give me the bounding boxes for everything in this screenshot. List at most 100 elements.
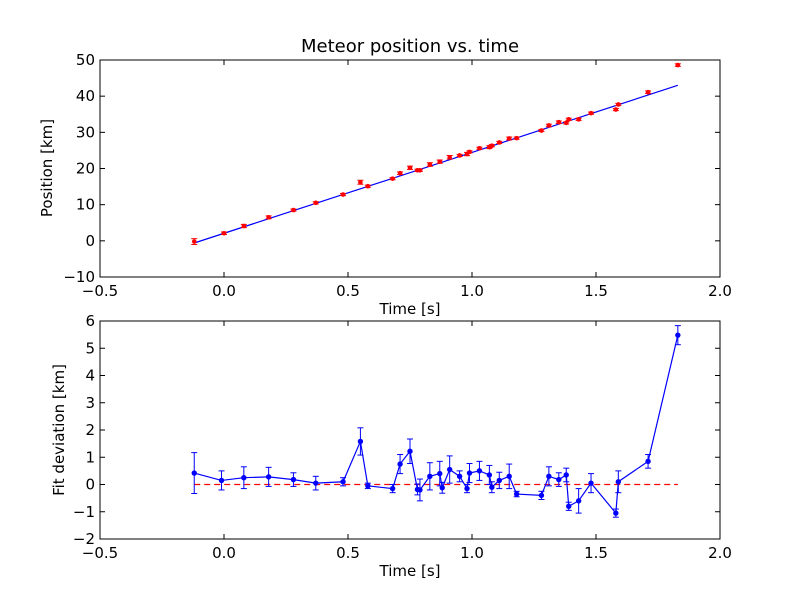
position-x-tick-label: 1.5	[584, 282, 608, 300]
position-point	[576, 117, 581, 122]
position-point	[313, 200, 319, 206]
position-y-tick-label: −10	[63, 268, 95, 286]
deviation-y-tick-label: 4	[85, 367, 95, 385]
deviation-point	[437, 470, 443, 477]
deviation-point	[265, 474, 272, 480]
position-point	[266, 215, 271, 220]
position-y-tick-label: 50	[76, 51, 95, 69]
deviation-point	[389, 485, 396, 492]
deviation-y-tick-label: 3	[85, 394, 95, 412]
deviation-point	[566, 503, 572, 509]
position-x-tick-label: 0.0	[212, 282, 236, 300]
position-point	[477, 145, 482, 151]
deviation-point	[675, 332, 681, 338]
deviation-point	[365, 483, 371, 489]
deviation-point	[407, 448, 413, 454]
fit-line	[194, 84, 679, 244]
position-point	[546, 123, 552, 128]
deviation-point	[397, 461, 403, 467]
position-point	[613, 107, 619, 112]
deviation-point	[476, 468, 483, 474]
deviation-point	[313, 480, 319, 486]
deviation-point	[613, 510, 619, 516]
position-x-tick-label: 2.0	[708, 282, 732, 300]
deviation-y-tick-label: 2	[85, 421, 95, 439]
deviation-point	[446, 466, 453, 473]
deviation-point	[489, 484, 495, 490]
position-x-axis-label: Time [s]	[379, 300, 441, 318]
position-point	[514, 135, 519, 141]
position-point	[566, 117, 572, 122]
position-y-tick-label: 20	[76, 160, 95, 178]
deviation-point	[417, 487, 423, 493]
position-point	[427, 162, 433, 167]
position-point	[496, 140, 502, 145]
deviation-x-tick-label: 1.5	[584, 544, 608, 562]
position-point	[616, 102, 621, 107]
position-x-tick-label: 0.5	[336, 282, 360, 300]
position-point	[457, 153, 462, 158]
position-y-tick-label: 30	[76, 123, 95, 141]
position-chart-marks	[191, 62, 681, 245]
deviation-y-tick-label: −1	[73, 503, 95, 521]
deviation-x-tick-label: 2.0	[708, 544, 732, 562]
position-point	[506, 136, 512, 141]
position-point	[241, 223, 247, 229]
position-point	[447, 154, 452, 160]
position-point	[417, 168, 423, 173]
position-point	[407, 165, 413, 171]
deviation-point	[466, 470, 473, 476]
deviation-point	[464, 485, 470, 492]
deviation-point	[496, 477, 502, 484]
deviation-y-tick-label: 5	[85, 339, 95, 357]
deviation-point	[506, 473, 512, 480]
position-y-axis-label: Position [km]	[38, 119, 56, 217]
position-y-tick-label: 40	[76, 87, 95, 105]
deviation-point	[456, 473, 463, 480]
deviation-x-tick-label: 1.0	[460, 544, 484, 562]
position-point	[397, 170, 403, 176]
deviation-chart-marks	[191, 325, 681, 518]
deviation-point	[513, 491, 520, 497]
deviation-point	[575, 498, 582, 504]
position-chart-ticks: −0.5 0.0 0.5 1.0 1.5 2.0 −10 0 10 20 30 40 50	[63, 51, 732, 300]
deviation-y-tick-label: 1	[85, 448, 95, 466]
position-point	[467, 149, 472, 155]
position-x-tick-label: 1.0	[460, 282, 484, 300]
deviation-point	[340, 479, 346, 485]
deviation-point	[538, 492, 545, 499]
deviation-point	[439, 485, 445, 491]
position-point	[588, 110, 594, 116]
deviation-point	[615, 479, 622, 485]
deviation-chart-ticks: −0.5 0.0 0.5 1.0 1.5 2.0 −2 −1 0 1 2 3 4 5 6	[73, 312, 732, 562]
deviation-y-tick-label: −2	[73, 530, 95, 548]
position-point	[365, 183, 371, 189]
deviation-point	[290, 476, 297, 483]
deviation-point	[357, 438, 364, 445]
deviation-y-tick-label: 0	[85, 476, 95, 494]
position-point	[437, 159, 443, 164]
deviation-x-tick-label: 0.5	[336, 544, 360, 562]
deviation-point	[556, 476, 562, 483]
position-point	[645, 89, 651, 95]
deviation-point	[191, 470, 197, 476]
deviation-x-tick-label: −0.5	[82, 544, 118, 562]
position-point	[556, 119, 562, 125]
deviation-x-axis-label: Time [s]	[379, 562, 441, 580]
deviation-point	[645, 458, 651, 465]
chart-title: Meteor position vs. time	[301, 36, 519, 57]
deviation-line	[194, 335, 679, 515]
deviation-point	[588, 480, 594, 486]
deviation-point	[427, 473, 433, 480]
position-point	[291, 207, 296, 213]
deviation-point	[486, 472, 493, 478]
deviation-point	[241, 474, 247, 481]
position-point	[563, 120, 569, 126]
position-point	[489, 143, 495, 149]
position-x-tick-label: −0.5	[82, 282, 118, 300]
position-point	[539, 128, 544, 133]
deviation-point	[218, 477, 225, 484]
position-point	[390, 176, 395, 181]
position-y-tick-label: 0	[85, 232, 95, 250]
